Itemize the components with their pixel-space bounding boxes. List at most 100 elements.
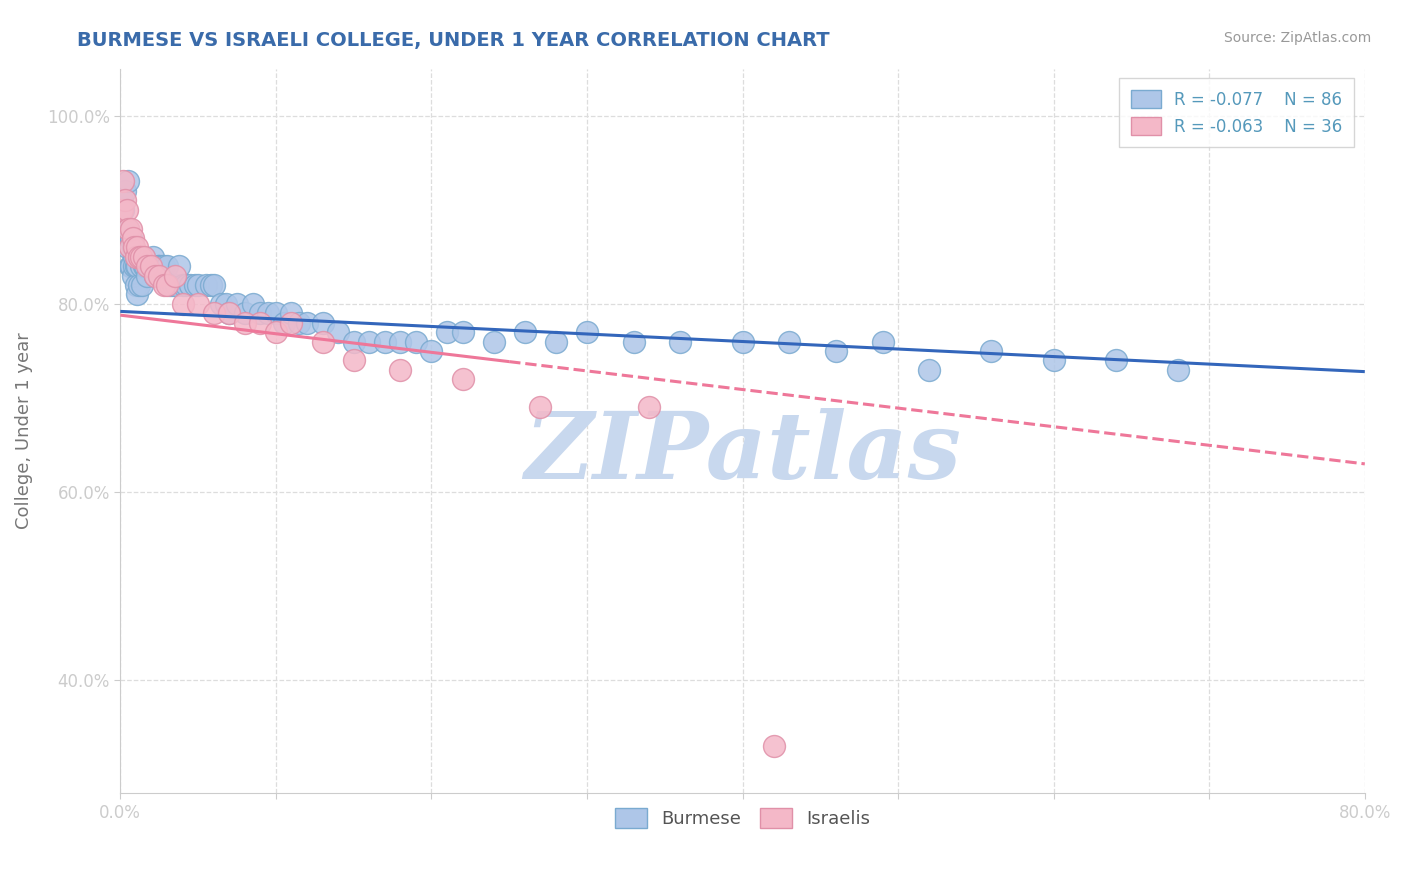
Point — [280, 306, 302, 320]
Point — [112, 202, 135, 217]
Point — [148, 268, 170, 283]
Point — [359, 334, 381, 349]
Point — [156, 278, 179, 293]
Point — [127, 259, 149, 273]
Point — [194, 278, 217, 293]
Point — [148, 259, 170, 273]
Point — [150, 259, 173, 273]
Point — [233, 306, 256, 320]
Point — [141, 259, 163, 273]
Point — [124, 259, 146, 273]
Point — [117, 221, 139, 235]
Point — [264, 325, 287, 339]
Point — [778, 334, 800, 349]
Point — [143, 268, 166, 283]
Point — [187, 297, 209, 311]
Point — [233, 316, 256, 330]
Point — [288, 316, 311, 330]
Point — [326, 325, 349, 339]
Point — [762, 739, 785, 754]
Point — [311, 334, 333, 349]
Point — [124, 240, 146, 254]
Point — [1042, 353, 1064, 368]
Point — [120, 231, 142, 245]
Text: BURMESE VS ISRAELI COLLEGE, UNDER 1 YEAR CORRELATION CHART: BURMESE VS ISRAELI COLLEGE, UNDER 1 YEAR… — [77, 31, 830, 50]
Point — [120, 259, 142, 273]
Point — [980, 343, 1002, 358]
Point — [169, 259, 191, 273]
Point — [343, 353, 366, 368]
Point — [165, 278, 187, 293]
Point — [121, 268, 143, 283]
Point — [918, 363, 941, 377]
Point — [264, 306, 287, 320]
Point — [513, 325, 536, 339]
Point — [163, 268, 186, 283]
Point — [451, 372, 474, 386]
Point — [872, 334, 894, 349]
Point — [136, 259, 159, 273]
Point — [200, 278, 222, 293]
Point — [121, 231, 143, 245]
Point — [187, 278, 209, 293]
Point — [280, 316, 302, 330]
Point — [132, 250, 155, 264]
Point — [115, 202, 138, 217]
Point — [249, 316, 271, 330]
Point — [1105, 353, 1128, 368]
Point — [242, 297, 264, 311]
Point — [343, 334, 366, 349]
Point — [451, 325, 474, 339]
Point — [135, 268, 157, 283]
Point — [202, 278, 225, 293]
Point — [128, 250, 150, 264]
Point — [129, 259, 152, 273]
Point — [218, 306, 240, 320]
Point — [118, 240, 141, 254]
Point — [544, 334, 567, 349]
Legend: Burmese, Israelis: Burmese, Israelis — [607, 801, 877, 835]
Point — [159, 278, 181, 293]
Point — [172, 278, 194, 293]
Text: Source: ZipAtlas.com: Source: ZipAtlas.com — [1223, 31, 1371, 45]
Point — [209, 297, 232, 311]
Point — [124, 250, 146, 264]
Point — [153, 278, 176, 293]
Point — [295, 316, 318, 330]
Point — [132, 250, 155, 264]
Point — [118, 231, 141, 245]
Point — [111, 194, 134, 208]
Point — [143, 268, 166, 283]
Point — [125, 250, 148, 264]
Point — [215, 297, 238, 311]
Point — [129, 250, 152, 264]
Point — [112, 174, 135, 188]
Point — [114, 231, 136, 245]
Point — [311, 316, 333, 330]
Point — [141, 259, 163, 273]
Point — [202, 306, 225, 320]
Point — [257, 306, 280, 320]
Point — [118, 259, 141, 273]
Point — [436, 325, 458, 339]
Point — [128, 278, 150, 293]
Point — [249, 306, 271, 320]
Point — [142, 250, 165, 264]
Point — [146, 259, 169, 273]
Point — [121, 240, 143, 254]
Point — [389, 363, 412, 377]
Point — [179, 278, 201, 293]
Point — [174, 278, 197, 293]
Point — [125, 259, 148, 273]
Point — [131, 278, 153, 293]
Point — [117, 174, 139, 188]
Text: ZIPatlas: ZIPatlas — [524, 408, 962, 498]
Point — [115, 240, 138, 254]
Point — [825, 343, 848, 358]
Point — [731, 334, 754, 349]
Point — [127, 287, 149, 301]
Point — [156, 259, 179, 273]
Point — [135, 259, 157, 273]
Point — [226, 297, 249, 311]
Y-axis label: College, Under 1 year: College, Under 1 year — [15, 333, 32, 529]
